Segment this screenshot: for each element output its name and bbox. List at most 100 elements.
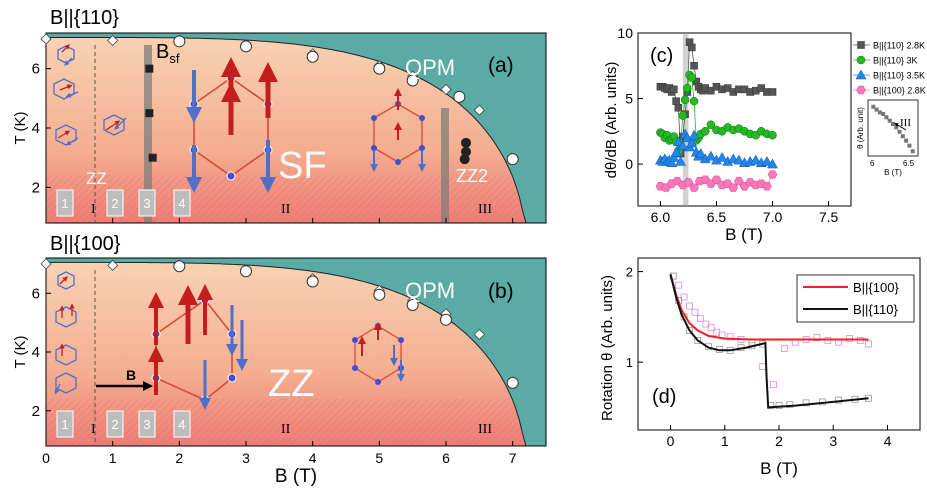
circle-marker — [506, 376, 519, 389]
inset-marker — [887, 118, 892, 123]
triangle-marker — [750, 154, 762, 165]
box-1-label: 1 — [61, 196, 68, 211]
open-square-marker — [813, 334, 821, 342]
box-2-label: 2 — [111, 196, 118, 211]
spin-texture-zz2 — [370, 88, 426, 172]
panel-a-heading: B||{110} — [50, 7, 119, 29]
circle-marker — [506, 153, 519, 166]
inset-marker — [907, 143, 912, 148]
x-tick-label: 6.0 — [651, 209, 671, 225]
triangle-marker — [677, 140, 689, 150]
x-tick-label: 0 — [42, 450, 50, 466]
circle-marker — [680, 95, 690, 105]
legend-label: B||{110} 3.5K — [873, 71, 925, 81]
series-c — [654, 38, 778, 192]
open-square-marker — [686, 302, 693, 310]
x-tick-label: 6 — [442, 450, 450, 466]
triangle-marker — [767, 158, 778, 169]
open-square-marker — [781, 345, 788, 352]
open-square-marker — [686, 327, 693, 334]
y-tick-label: 6 — [32, 285, 40, 302]
circle-marker — [406, 299, 419, 311]
phase-boxes-b: 1 2 3 4 — [56, 410, 191, 438]
y-tick-label: 0 — [625, 156, 633, 172]
inset-title: III — [900, 117, 911, 129]
hexagon-marker — [689, 183, 699, 192]
axis-ticks-a: 2 4 6 — [32, 61, 514, 223]
hexagon-marker — [856, 85, 866, 95]
inset-marker — [877, 110, 882, 115]
panel-a: 2 4 6 — [12, 7, 547, 224]
y-tick-label: 2 — [32, 403, 40, 420]
zz2-label: ZZ2 — [456, 166, 488, 186]
circle-marker — [373, 288, 386, 301]
circle-marker — [173, 35, 186, 48]
x-axis-label-b: B (T) — [275, 466, 317, 487]
open-square-marker — [865, 340, 872, 348]
diamond-marker — [107, 34, 119, 46]
axis-ticks-d: 0 1 2 3 4 1 2 — [626, 265, 892, 449]
open-square-marker — [675, 281, 683, 289]
diamond-marker — [473, 104, 485, 116]
square-marker — [768, 88, 777, 96]
y-axis-label-c: dθ/dB (Arb. units) — [603, 62, 620, 179]
square-marker — [688, 43, 696, 52]
y-axis-label-b: T (K) — [12, 335, 29, 368]
triangle-marker — [761, 155, 773, 166]
frame-c — [637, 32, 852, 207]
panel-c: 6.0 6.5 7.0 7.5 0 5 10 B||{110} 2.8K B||{110} 3… — [603, 25, 926, 244]
legend-label: B||{100} 2.8K — [873, 86, 926, 96]
square-marker — [145, 64, 154, 73]
series-d — [669, 272, 872, 409]
triangle-marker — [705, 150, 717, 161]
panel-c-tag: (c) — [650, 45, 673, 67]
open-square-marker — [696, 315, 704, 323]
square-marker — [670, 85, 678, 94]
y-tick-label: 4 — [32, 344, 40, 361]
y-axis-label-d: Rotation θ (Arb. units) — [599, 275, 616, 421]
sf-label: SF — [278, 145, 327, 187]
x-tick-label: 2 — [775, 433, 783, 449]
x-tick-label: 7.5 — [819, 209, 839, 225]
box-4-label: 4 — [178, 196, 185, 211]
x-tick-label: 3 — [242, 450, 250, 466]
circle-marker — [453, 90, 466, 103]
region-ii-a: II — [281, 202, 291, 217]
box-3-label-b: 3 — [143, 417, 150, 432]
inset-marker — [874, 107, 879, 112]
region-iii-b: III — [478, 422, 492, 437]
square-marker — [757, 84, 766, 92]
data-markers-b — [40, 258, 519, 389]
square-marker — [723, 84, 732, 92]
inset-ylabel: θ (Arb. unit) — [856, 107, 865, 149]
square-marker — [672, 97, 680, 105]
inset-marker — [910, 149, 915, 154]
qpm-label-b: QPM — [405, 278, 455, 303]
square-marker — [690, 62, 698, 70]
axis-ticks-b: 2 4 6 0 1 2 3 4 5 6 7 — [32, 285, 517, 466]
legend-label-110: B||{110} — [853, 302, 898, 317]
triangle-marker — [672, 136, 684, 147]
box-4-label-b: 4 — [178, 417, 185, 432]
x-tick-label: 4 — [309, 450, 317, 466]
hexagon-marker — [762, 182, 772, 191]
hatched-region-b — [46, 399, 526, 446]
spin-texture-zz-main — [148, 284, 248, 410]
filled-circle-marker — [461, 137, 471, 148]
y-tick-label: 4 — [32, 120, 40, 137]
x-tick-label: 7 — [509, 450, 517, 466]
legend-label-100: B||{100} — [853, 280, 899, 295]
circle-marker — [701, 127, 710, 136]
circle-marker — [706, 120, 716, 129]
legend-d: B||{100} B||{110} — [796, 274, 915, 323]
inset-marker — [894, 125, 899, 130]
x-tick-label: 1 — [109, 450, 117, 466]
spin-texture-sf — [186, 57, 278, 193]
bsf-label: Bsf — [156, 41, 180, 66]
filled-circle-marker — [459, 154, 470, 165]
diamond-marker — [40, 258, 52, 270]
transition-band-c — [682, 33, 689, 206]
inset-marker — [904, 138, 909, 143]
box-3-label: 3 — [143, 196, 150, 211]
